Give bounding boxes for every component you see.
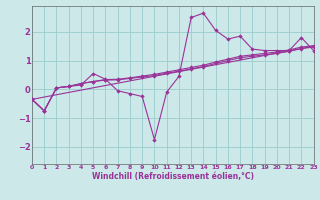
X-axis label: Windchill (Refroidissement éolien,°C): Windchill (Refroidissement éolien,°C) <box>92 172 254 181</box>
